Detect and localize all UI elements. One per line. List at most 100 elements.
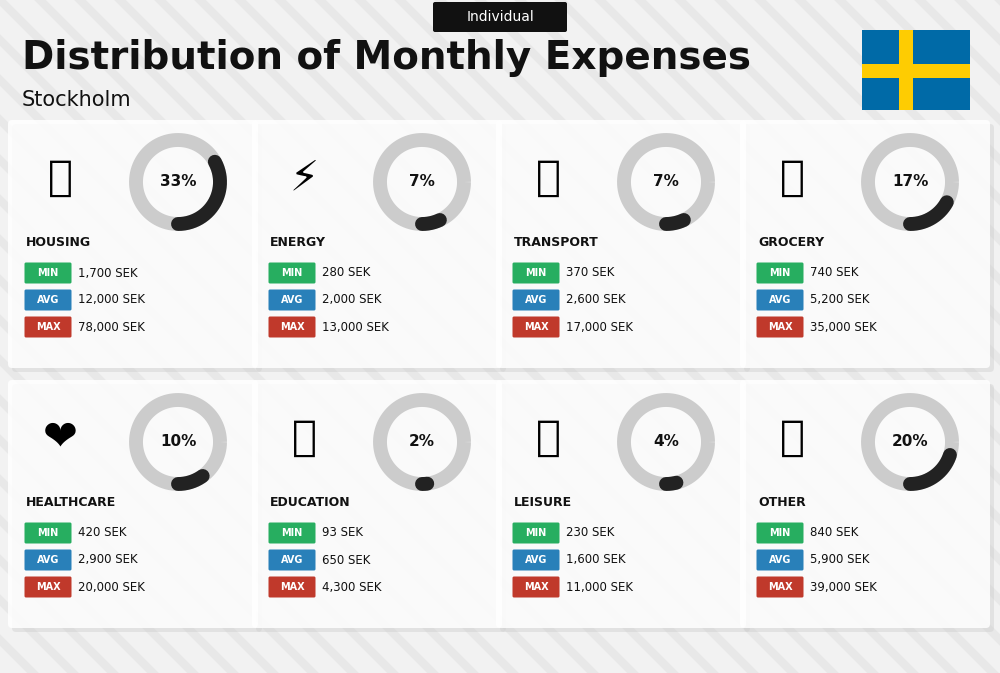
FancyBboxPatch shape xyxy=(512,577,560,598)
Text: MIN: MIN xyxy=(525,268,547,278)
Text: 12,000 SEK: 12,000 SEK xyxy=(78,293,145,306)
Text: 93 SEK: 93 SEK xyxy=(322,526,363,540)
FancyBboxPatch shape xyxy=(24,522,72,544)
Text: MIN: MIN xyxy=(525,528,547,538)
Text: 🚌: 🚌 xyxy=(536,157,560,199)
FancyBboxPatch shape xyxy=(740,120,990,368)
Text: AVG: AVG xyxy=(769,555,791,565)
Bar xyxy=(899,30,913,110)
Text: 4%: 4% xyxy=(653,435,679,450)
Text: AVG: AVG xyxy=(37,295,59,305)
FancyBboxPatch shape xyxy=(12,384,262,632)
Text: 78,000 SEK: 78,000 SEK xyxy=(78,320,145,334)
Text: MIN: MIN xyxy=(769,528,791,538)
Text: AVG: AVG xyxy=(281,295,303,305)
Text: 1,600 SEK: 1,600 SEK xyxy=(566,553,626,567)
Text: 17,000 SEK: 17,000 SEK xyxy=(566,320,633,334)
FancyBboxPatch shape xyxy=(433,2,567,32)
Text: MAX: MAX xyxy=(36,322,60,332)
FancyBboxPatch shape xyxy=(24,262,72,283)
Text: LEISURE: LEISURE xyxy=(514,495,572,509)
FancyBboxPatch shape xyxy=(500,384,750,632)
Text: MIN: MIN xyxy=(769,268,791,278)
FancyBboxPatch shape xyxy=(757,549,804,571)
Text: 39,000 SEK: 39,000 SEK xyxy=(810,581,877,594)
Bar xyxy=(862,30,970,110)
Text: OTHER: OTHER xyxy=(758,495,806,509)
FancyBboxPatch shape xyxy=(512,316,560,337)
FancyBboxPatch shape xyxy=(268,316,316,337)
Text: 5,200 SEK: 5,200 SEK xyxy=(810,293,870,306)
Text: 2,900 SEK: 2,900 SEK xyxy=(78,553,138,567)
FancyBboxPatch shape xyxy=(268,577,316,598)
Text: MAX: MAX xyxy=(524,582,548,592)
Text: 280 SEK: 280 SEK xyxy=(322,267,370,279)
FancyBboxPatch shape xyxy=(757,316,804,337)
Text: MIN: MIN xyxy=(281,268,303,278)
Text: 4,300 SEK: 4,300 SEK xyxy=(322,581,382,594)
FancyBboxPatch shape xyxy=(512,262,560,283)
Text: 230 SEK: 230 SEK xyxy=(566,526,614,540)
Text: 370 SEK: 370 SEK xyxy=(566,267,614,279)
Text: 🎓: 🎓 xyxy=(292,417,316,459)
FancyBboxPatch shape xyxy=(8,380,258,628)
Text: ⚡: ⚡ xyxy=(289,157,319,199)
Text: ENERGY: ENERGY xyxy=(270,236,326,248)
Text: 650 SEK: 650 SEK xyxy=(322,553,370,567)
Text: MAX: MAX xyxy=(768,582,792,592)
FancyBboxPatch shape xyxy=(496,380,746,628)
FancyBboxPatch shape xyxy=(512,289,560,310)
FancyBboxPatch shape xyxy=(757,262,804,283)
Text: MAX: MAX xyxy=(768,322,792,332)
FancyBboxPatch shape xyxy=(24,316,72,337)
FancyBboxPatch shape xyxy=(252,380,502,628)
Text: MIN: MIN xyxy=(37,528,59,538)
Text: AVG: AVG xyxy=(281,555,303,565)
FancyBboxPatch shape xyxy=(744,124,994,372)
FancyBboxPatch shape xyxy=(24,549,72,571)
FancyBboxPatch shape xyxy=(757,577,804,598)
FancyBboxPatch shape xyxy=(496,120,746,368)
Text: MAX: MAX xyxy=(280,582,304,592)
Text: AVG: AVG xyxy=(525,295,547,305)
FancyBboxPatch shape xyxy=(256,124,506,372)
Text: 11,000 SEK: 11,000 SEK xyxy=(566,581,633,594)
FancyBboxPatch shape xyxy=(268,262,316,283)
Text: 20%: 20% xyxy=(892,435,928,450)
Text: AVG: AVG xyxy=(525,555,547,565)
Text: AVG: AVG xyxy=(769,295,791,305)
Text: AVG: AVG xyxy=(37,555,59,565)
FancyBboxPatch shape xyxy=(12,124,262,372)
Text: 2,000 SEK: 2,000 SEK xyxy=(322,293,382,306)
FancyBboxPatch shape xyxy=(757,289,804,310)
Text: 740 SEK: 740 SEK xyxy=(810,267,858,279)
Text: Stockholm: Stockholm xyxy=(22,90,132,110)
FancyBboxPatch shape xyxy=(252,120,502,368)
Text: Distribution of Monthly Expenses: Distribution of Monthly Expenses xyxy=(22,39,751,77)
Text: 33%: 33% xyxy=(160,174,196,190)
Text: MAX: MAX xyxy=(524,322,548,332)
FancyBboxPatch shape xyxy=(268,549,316,571)
Text: 5,900 SEK: 5,900 SEK xyxy=(810,553,870,567)
FancyBboxPatch shape xyxy=(500,124,750,372)
Bar xyxy=(862,64,970,77)
FancyBboxPatch shape xyxy=(744,384,994,632)
Text: 1,700 SEK: 1,700 SEK xyxy=(78,267,138,279)
Text: 🏢: 🏢 xyxy=(48,157,72,199)
FancyBboxPatch shape xyxy=(24,577,72,598)
Text: EDUCATION: EDUCATION xyxy=(270,495,351,509)
FancyBboxPatch shape xyxy=(268,289,316,310)
FancyBboxPatch shape xyxy=(512,522,560,544)
Text: 10%: 10% xyxy=(160,435,196,450)
FancyBboxPatch shape xyxy=(512,549,560,571)
Text: HOUSING: HOUSING xyxy=(26,236,91,248)
Text: 17%: 17% xyxy=(892,174,928,190)
Text: MIN: MIN xyxy=(281,528,303,538)
Text: GROCERY: GROCERY xyxy=(758,236,824,248)
Text: 🛒: 🛒 xyxy=(780,157,804,199)
Text: 13,000 SEK: 13,000 SEK xyxy=(322,320,389,334)
FancyBboxPatch shape xyxy=(268,522,316,544)
FancyBboxPatch shape xyxy=(8,120,258,368)
FancyBboxPatch shape xyxy=(24,289,72,310)
Text: 🛍️: 🛍️ xyxy=(536,417,560,459)
